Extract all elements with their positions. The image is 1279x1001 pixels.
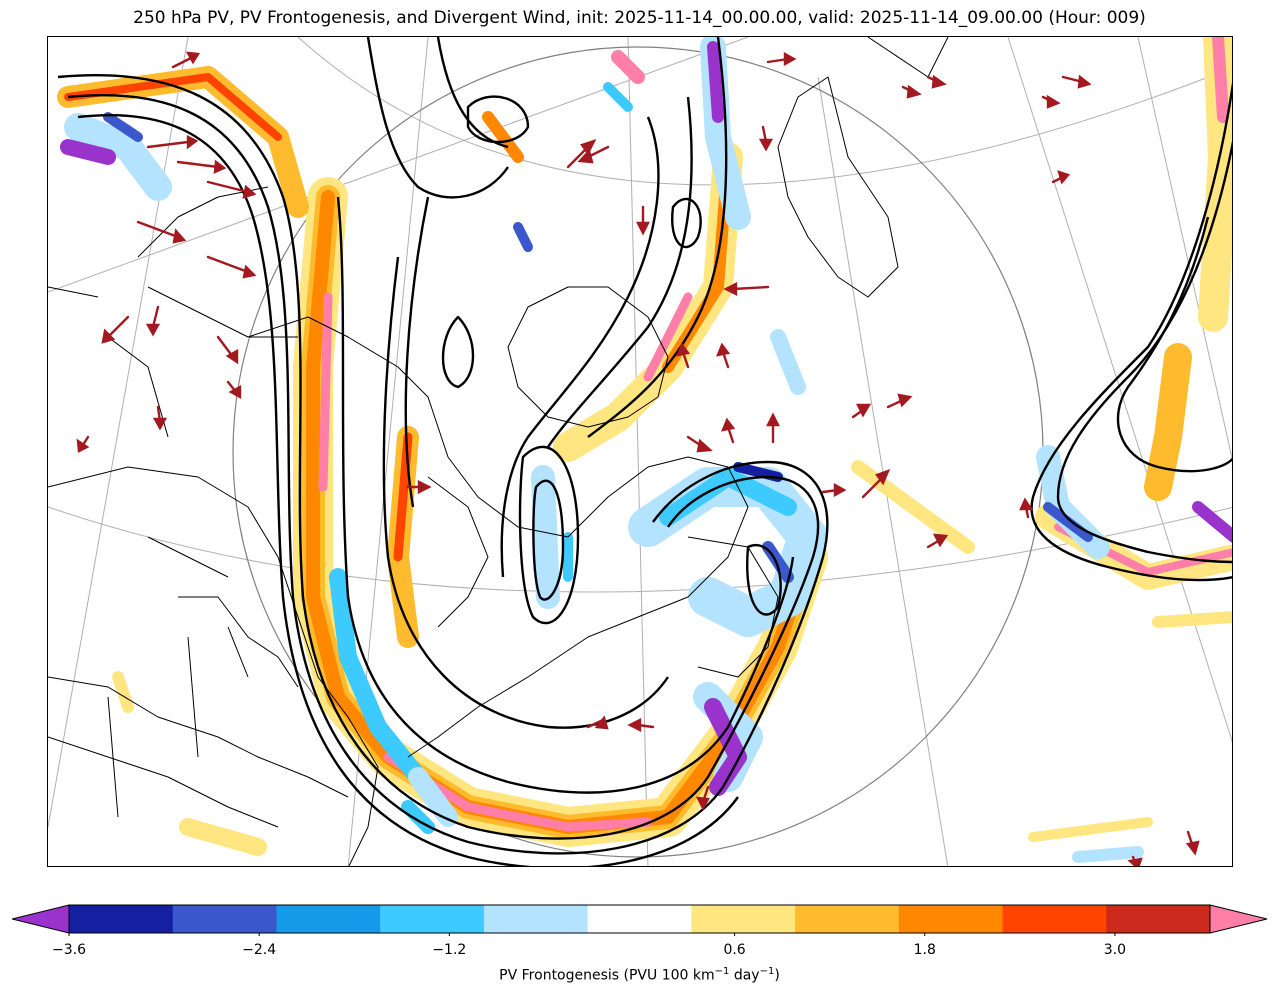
wind-vector — [146, 135, 199, 150]
wind-vector — [695, 785, 710, 811]
colorbar-under-extend — [11, 904, 70, 934]
wind-vector — [152, 405, 168, 431]
map-panel — [47, 36, 1233, 867]
colorbar — [11, 904, 1272, 940]
wind-vector — [145, 305, 161, 337]
wind-vector — [1041, 94, 1061, 109]
colorbar-bin — [1106, 905, 1211, 933]
wind-vector — [901, 84, 922, 99]
wind-vector — [926, 533, 949, 549]
colorbar-over-extend — [1209, 904, 1268, 934]
wind-vector — [861, 468, 891, 499]
pv-contours — [57, 37, 1232, 866]
wind-vector — [1051, 170, 1071, 185]
wind-vector — [721, 417, 736, 444]
colorbar-bin — [276, 905, 381, 933]
wind-vector — [716, 342, 731, 369]
wind-vector — [676, 342, 691, 369]
wind-vector — [577, 145, 610, 164]
colorbar-swatches — [11, 904, 1268, 936]
colorbar-tick-label: 3.0 — [1103, 942, 1127, 958]
wind-vector — [851, 403, 872, 419]
wind-vector — [766, 51, 797, 67]
wind-vector — [566, 138, 597, 169]
colorbar-bin — [172, 905, 277, 933]
colorbar-label: PV Frontogenesis (PVU 100 km−1 day−1) — [499, 966, 780, 984]
wind-vector — [723, 282, 770, 296]
map-canvas — [48, 37, 1232, 866]
colorbar-bin — [587, 905, 692, 933]
wind-vector — [216, 335, 239, 365]
wind-vector — [206, 255, 257, 279]
wind-vector — [766, 412, 780, 444]
plot-title: 250 hPa PV, PV Frontogenesis, and Diverg… — [133, 8, 1146, 28]
colorbar-bin — [69, 905, 174, 933]
wind-vector — [136, 220, 187, 244]
colorbar-frame — [68, 904, 1211, 934]
colorbar-tick-label: −3.6 — [52, 942, 86, 958]
wind-vector — [76, 435, 90, 453]
wind-vector — [686, 435, 713, 453]
wind-vectors — [76, 51, 1200, 866]
wind-vector — [627, 718, 655, 732]
colorbar-bin — [483, 905, 589, 933]
wind-vector — [586, 715, 609, 730]
colorbar-bin — [795, 905, 900, 933]
wind-vector — [406, 480, 432, 494]
wind-vector — [101, 315, 130, 344]
colorbar-bin — [380, 905, 485, 933]
frontogenesis-negative — [60, 37, 1232, 863]
wind-vector — [176, 159, 227, 174]
colorbar-bin — [1002, 905, 1107, 933]
wind-vector — [1185, 830, 1200, 856]
colorbar-tick-label: 0.6 — [723, 942, 746, 958]
colorbar-tick-label: 1.8 — [913, 942, 936, 958]
wind-vector — [226, 380, 242, 400]
wind-vector — [926, 74, 947, 89]
wind-vector — [1019, 497, 1034, 519]
colorbar-tick-label: −1.2 — [432, 942, 467, 958]
wind-vector — [206, 180, 257, 199]
wind-vector — [758, 125, 774, 152]
wind-vector — [886, 393, 913, 409]
wind-vector — [1127, 855, 1143, 866]
colorbar-bin — [691, 905, 796, 933]
wind-vector — [171, 51, 201, 69]
colorbar-bin — [898, 905, 1004, 933]
wind-vector — [821, 482, 847, 498]
colorbar-tick-label: −2.4 — [242, 942, 277, 958]
wind-vector — [1061, 74, 1092, 89]
wind-vector — [636, 205, 650, 236]
